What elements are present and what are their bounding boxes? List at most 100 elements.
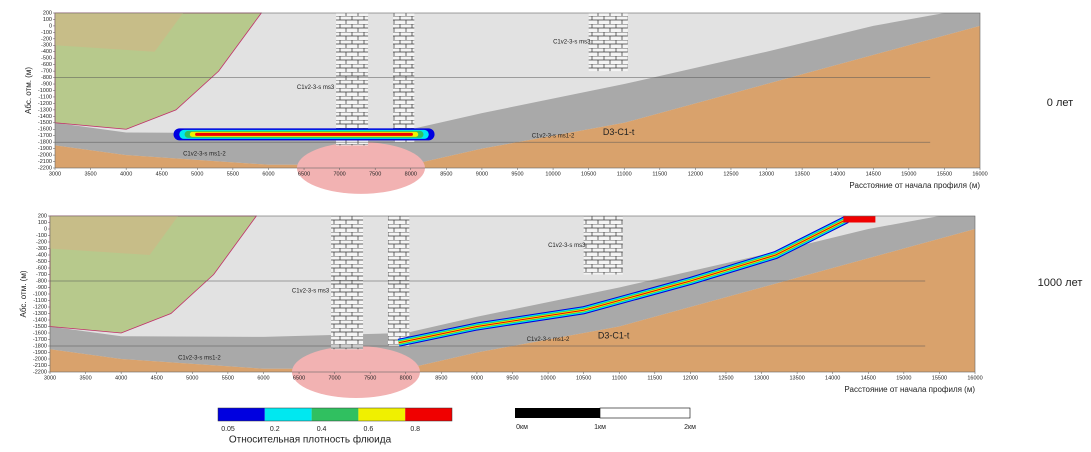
x-tick-label: 14500 bbox=[866, 171, 881, 177]
x-tick-label: 4000 bbox=[115, 375, 127, 381]
limestone-column bbox=[584, 216, 623, 275]
x-tick-label: 5500 bbox=[227, 171, 239, 177]
y-tick-label: -1100 bbox=[33, 298, 47, 304]
x-tick-label: 15500 bbox=[937, 171, 952, 177]
y-tick-label: -1800 bbox=[33, 343, 47, 349]
y-tick-label: -900 bbox=[41, 81, 52, 87]
time-label: 1000 лет bbox=[1038, 277, 1083, 289]
y-tick-label: -1800 bbox=[38, 140, 52, 146]
y-tick-label: -2100 bbox=[33, 363, 47, 369]
x-tick-label: 7500 bbox=[369, 171, 381, 177]
fluid-core bbox=[843, 216, 875, 223]
y-tick-label: -1900 bbox=[38, 146, 52, 152]
x-tick-label: 5000 bbox=[191, 171, 203, 177]
x-tick-label: 9000 bbox=[471, 375, 483, 381]
layer-label: D3-C1-t bbox=[598, 331, 630, 341]
y-tick-label: -1200 bbox=[38, 101, 52, 107]
x-tick-label: 6500 bbox=[298, 171, 310, 177]
y-tick-label: -1300 bbox=[33, 311, 47, 317]
y-tick-label: -1000 bbox=[33, 291, 47, 297]
x-tick-label: 16000 bbox=[967, 375, 982, 381]
x-tick-label: 14000 bbox=[830, 171, 845, 177]
y-tick-label: -2000 bbox=[33, 356, 47, 362]
y-tick-label: -400 bbox=[41, 49, 52, 55]
x-tick-label: 12000 bbox=[683, 375, 698, 381]
x-tick-label: 15000 bbox=[901, 171, 916, 177]
colorbar-segment bbox=[358, 408, 405, 421]
colorbar-segment bbox=[265, 408, 312, 421]
x-tick-label: 5000 bbox=[186, 375, 198, 381]
x-tick-label: 14000 bbox=[825, 375, 840, 381]
x-axis-label: Расстояние от начала профиля (м) bbox=[849, 181, 980, 190]
x-tick-label: 15500 bbox=[932, 375, 947, 381]
figure: 2001000-100-200-300-400-500-600-700-800-… bbox=[0, 0, 1091, 447]
x-tick-label: 7000 bbox=[333, 171, 345, 177]
scale-label: 1км bbox=[594, 424, 606, 431]
y-tick-label: -1500 bbox=[33, 324, 47, 330]
y-tick-label: -700 bbox=[41, 69, 52, 75]
x-tick-label: 9500 bbox=[506, 375, 518, 381]
x-axis-label: Расстояние от начала профиля (м) bbox=[844, 385, 975, 394]
limestone-column bbox=[336, 13, 368, 145]
layer-label: C1v2-3-s ms1-2 bbox=[532, 133, 575, 139]
y-tick-label: -200 bbox=[36, 239, 47, 245]
colorbar-title: Относительная плотность флюида bbox=[229, 434, 392, 446]
x-tick-label: 5500 bbox=[222, 375, 234, 381]
colorbar-segment bbox=[312, 408, 359, 421]
y-tick-label: -1300 bbox=[38, 107, 52, 113]
colorbar-tick-label: 0.2 bbox=[270, 426, 280, 433]
layer-label: C1v2-3-s ms3 bbox=[297, 85, 335, 91]
x-tick-label: 13500 bbox=[794, 171, 809, 177]
x-tick-label: 10000 bbox=[545, 171, 560, 177]
colorbar-tick-label: 0.6 bbox=[364, 426, 374, 433]
limestone-column bbox=[331, 216, 363, 349]
x-tick-label: 11000 bbox=[617, 171, 632, 177]
x-tick-label: 11500 bbox=[652, 171, 667, 177]
y-tick-label: 100 bbox=[38, 220, 47, 226]
scale-label: 0км bbox=[516, 424, 528, 431]
y-axis-label: Абс. отм. (м) bbox=[24, 67, 33, 114]
y-tick-label: -1600 bbox=[38, 127, 52, 133]
y-tick-label: -600 bbox=[36, 265, 47, 271]
x-tick-label: 14500 bbox=[861, 375, 876, 381]
y-tick-label: -1600 bbox=[33, 330, 47, 336]
y-tick-label: -1200 bbox=[33, 304, 47, 310]
y-tick-label: 0 bbox=[49, 23, 52, 29]
layer-label: C1v2-3-s ms1-2 bbox=[527, 337, 570, 343]
y-tick-label: 0 bbox=[44, 226, 47, 232]
x-tick-label: 12500 bbox=[723, 171, 738, 177]
x-tick-label: 9000 bbox=[476, 171, 488, 177]
x-tick-label: 10500 bbox=[576, 375, 591, 381]
colorbar-tick-label: 0.4 bbox=[317, 426, 327, 433]
x-tick-label: 8500 bbox=[440, 171, 452, 177]
limestone-column bbox=[589, 13, 628, 71]
y-tick-label: -500 bbox=[36, 259, 47, 265]
y-tick-label: -1400 bbox=[38, 114, 52, 120]
y-tick-label: -200 bbox=[41, 36, 52, 42]
x-tick-label: 13000 bbox=[754, 375, 769, 381]
time-label: 0 лет bbox=[1047, 97, 1073, 109]
y-tick-label: -700 bbox=[36, 272, 47, 278]
y-tick-label: -2000 bbox=[38, 153, 52, 159]
x-tick-label: 13500 bbox=[789, 375, 804, 381]
x-tick-label: 4500 bbox=[156, 171, 168, 177]
x-tick-label: 7000 bbox=[328, 375, 340, 381]
x-tick-label: 10000 bbox=[540, 375, 555, 381]
layer-label: C1v2-3-s ms3 bbox=[292, 288, 330, 294]
layer-label: D3-C1-t bbox=[603, 127, 635, 137]
layer-label: C1v2-3-s ms1-2 bbox=[183, 151, 226, 157]
y-tick-label: -500 bbox=[41, 56, 52, 62]
y-tick-label: -600 bbox=[41, 62, 52, 68]
y-tick-label: 100 bbox=[43, 17, 52, 23]
y-tick-label: -1700 bbox=[38, 133, 52, 139]
y-tick-label: -1700 bbox=[33, 337, 47, 343]
x-tick-label: 4500 bbox=[151, 375, 163, 381]
y-tick-label: -900 bbox=[36, 285, 47, 291]
scale-black bbox=[515, 408, 600, 418]
x-tick-label: 11000 bbox=[612, 375, 627, 381]
x-tick-label: 6000 bbox=[257, 375, 269, 381]
y-tick-label: -800 bbox=[36, 278, 47, 284]
y-tick-label: -300 bbox=[41, 43, 52, 49]
x-tick-label: 6500 bbox=[293, 375, 305, 381]
y-tick-label: -300 bbox=[36, 246, 47, 252]
